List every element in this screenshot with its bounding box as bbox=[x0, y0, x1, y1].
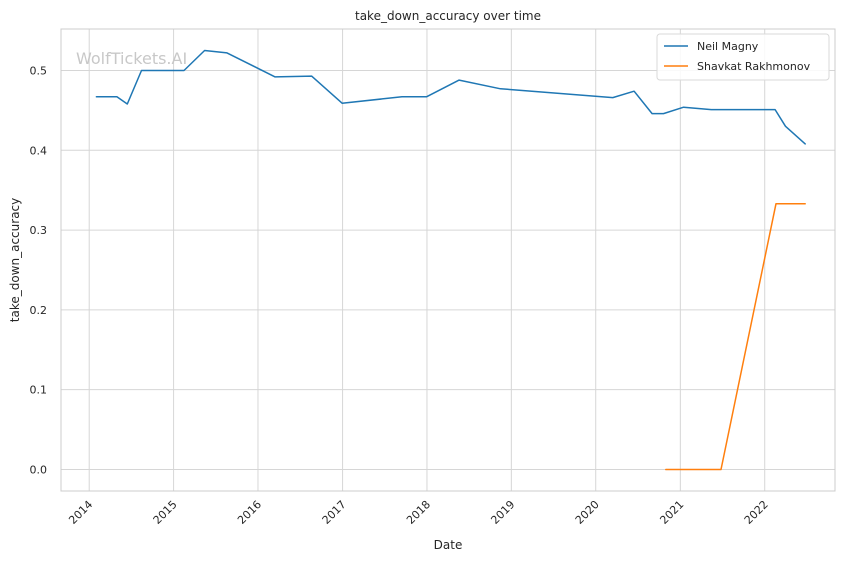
y-tick-label: 0.0 bbox=[30, 463, 48, 476]
series-line-0 bbox=[95, 49, 806, 145]
y-tick-label: 0.1 bbox=[30, 384, 48, 397]
series-layer bbox=[95, 49, 806, 471]
legend: Neil Magny Shavkat Rakhmonov bbox=[656, 33, 830, 81]
x-tick-label: 2021 bbox=[657, 498, 686, 527]
legend-label: Shavkat Rakhmonov bbox=[697, 60, 811, 73]
y-axis-ticks: 0.0 0.1 0.2 0.3 0.4 0.5 bbox=[30, 64, 48, 476]
x-tick-label: 2017 bbox=[320, 498, 349, 527]
x-tick-label: 2018 bbox=[404, 498, 433, 527]
legend-box bbox=[656, 33, 830, 81]
x-tick-label: 2020 bbox=[573, 498, 602, 527]
plot-frame bbox=[60, 28, 836, 492]
watermark-text: WolfTickets.AI bbox=[76, 49, 187, 68]
x-tick-label: 2022 bbox=[742, 498, 771, 527]
x-tick-label: 2015 bbox=[151, 498, 180, 527]
legend-label: Neil Magny bbox=[697, 40, 759, 53]
x-tick-label: 2016 bbox=[235, 498, 264, 527]
y-tick-label: 0.3 bbox=[30, 224, 48, 237]
chart-title: take_down_accuracy over time bbox=[355, 9, 541, 23]
grid-lines bbox=[61, 29, 835, 491]
series-line-1 bbox=[665, 202, 806, 471]
y-tick-label: 0.2 bbox=[30, 304, 48, 317]
y-axis-label: take_down_accuracy bbox=[8, 198, 22, 322]
y-tick-label: 0.4 bbox=[30, 144, 48, 157]
x-tick-label: 2014 bbox=[66, 498, 95, 527]
x-tick-label: 2019 bbox=[488, 498, 517, 527]
x-axis-label: Date bbox=[434, 538, 463, 552]
y-tick-label: 0.5 bbox=[30, 64, 48, 77]
x-axis-ticks: 2014 2015 2016 2017 2018 2019 2020 2021 2022 bbox=[66, 498, 771, 527]
